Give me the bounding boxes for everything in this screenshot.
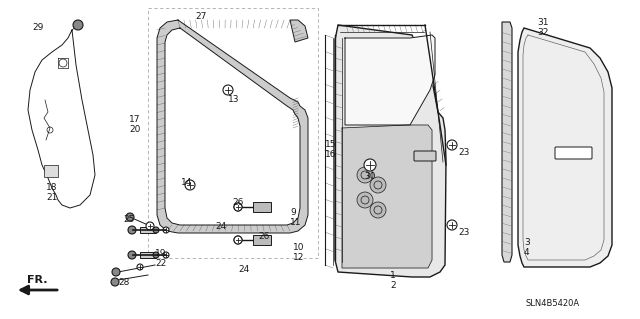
Circle shape [234, 236, 242, 244]
Text: 27: 27 [195, 12, 206, 21]
Circle shape [364, 159, 376, 171]
Circle shape [112, 268, 120, 276]
Circle shape [357, 167, 373, 183]
Text: 9
11: 9 11 [290, 208, 301, 227]
FancyBboxPatch shape [253, 202, 271, 212]
Text: 24: 24 [215, 222, 227, 231]
Text: 26: 26 [258, 232, 269, 241]
Circle shape [126, 213, 134, 221]
Text: 28: 28 [118, 278, 129, 287]
Text: 13: 13 [228, 95, 239, 104]
Circle shape [185, 180, 195, 190]
Circle shape [447, 220, 457, 230]
Text: 23: 23 [458, 148, 469, 157]
Text: 26: 26 [232, 198, 243, 207]
Text: SLN4B5420A: SLN4B5420A [525, 299, 579, 308]
Polygon shape [157, 20, 308, 233]
FancyBboxPatch shape [253, 235, 271, 245]
Text: 1
2: 1 2 [390, 271, 396, 290]
Text: 30: 30 [364, 172, 376, 181]
Circle shape [153, 252, 159, 258]
Text: 19
22: 19 22 [155, 249, 166, 268]
Circle shape [223, 85, 233, 95]
Circle shape [73, 20, 83, 30]
FancyBboxPatch shape [555, 147, 592, 159]
Polygon shape [345, 35, 435, 125]
Polygon shape [518, 28, 612, 267]
FancyBboxPatch shape [414, 151, 436, 161]
Circle shape [234, 203, 242, 211]
Circle shape [153, 227, 159, 233]
FancyBboxPatch shape [140, 252, 156, 258]
Text: 25: 25 [123, 215, 134, 224]
Circle shape [128, 251, 136, 259]
Circle shape [163, 227, 169, 233]
Circle shape [370, 177, 386, 193]
Text: 14: 14 [181, 178, 193, 187]
Polygon shape [342, 125, 432, 268]
Circle shape [234, 236, 242, 244]
Circle shape [128, 226, 136, 234]
Circle shape [111, 278, 119, 286]
Circle shape [357, 192, 373, 208]
Circle shape [146, 222, 154, 230]
Circle shape [234, 203, 242, 211]
Text: 29: 29 [32, 23, 44, 32]
Polygon shape [290, 20, 308, 42]
Circle shape [163, 252, 169, 258]
Polygon shape [335, 25, 446, 277]
Polygon shape [502, 22, 512, 262]
FancyBboxPatch shape [44, 165, 58, 177]
Circle shape [137, 264, 143, 270]
Text: 23: 23 [458, 228, 469, 237]
Text: 24: 24 [238, 265, 249, 274]
Text: 10
12: 10 12 [293, 243, 305, 262]
Text: 18
21: 18 21 [46, 183, 58, 202]
Circle shape [447, 140, 457, 150]
Text: FR.: FR. [27, 275, 47, 285]
Text: 15
16: 15 16 [325, 140, 337, 159]
Text: 3
4: 3 4 [524, 238, 530, 257]
FancyBboxPatch shape [140, 227, 156, 233]
Circle shape [370, 202, 386, 218]
Text: 31
32: 31 32 [537, 18, 548, 37]
Text: 17
20: 17 20 [129, 115, 141, 134]
